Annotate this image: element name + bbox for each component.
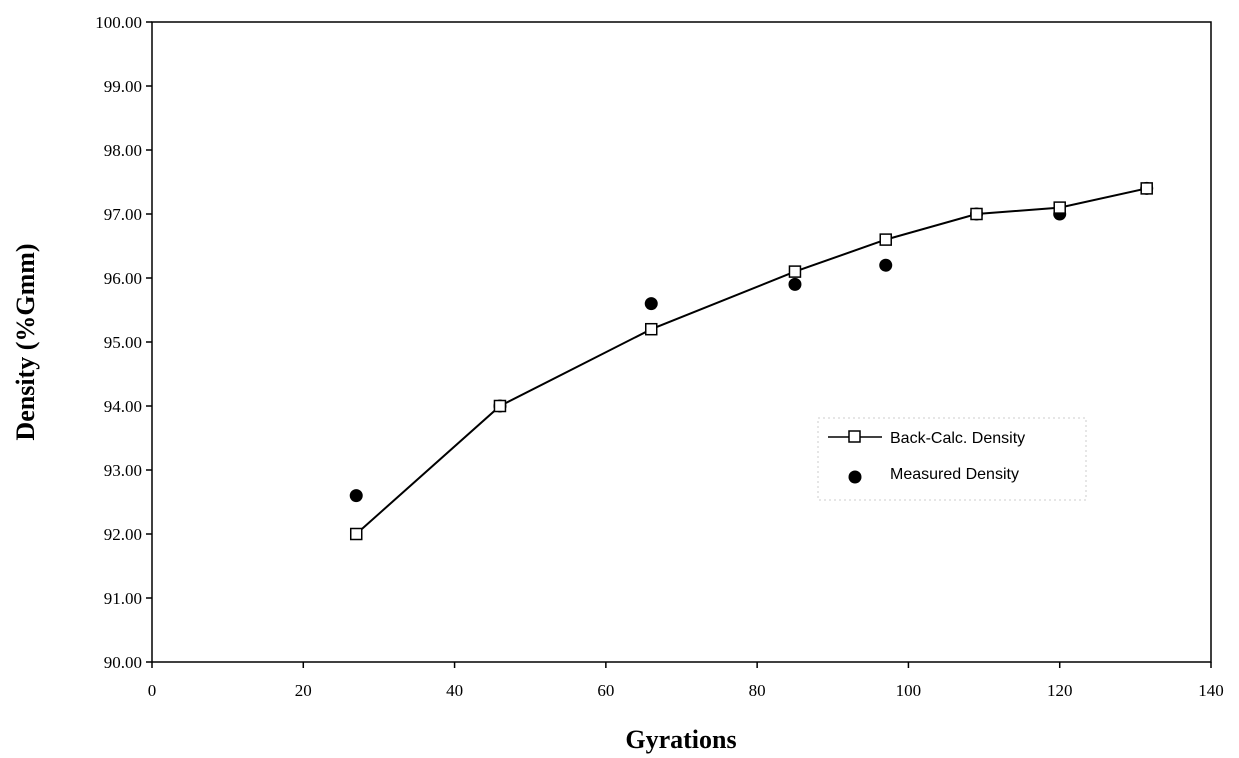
y-tick-label: 93.00 <box>104 461 142 480</box>
y-tick-label: 95.00 <box>104 333 142 352</box>
measured-density-point <box>788 277 802 291</box>
back-calc-density-point <box>970 207 983 221</box>
y-axis-ticks: 90.00 91.00 92.00 93.00 94.00 95.00 96.00 97.00… <box>95 13 152 672</box>
legend-box <box>817 417 1087 501</box>
y-tick-label: 90.00 <box>104 653 142 672</box>
x-tick-label: 40 <box>446 681 463 700</box>
legend-measured-label: Measured Density <box>890 466 1019 483</box>
y-axis-title: Density (%Gmm) <box>11 243 40 440</box>
measured-density-point <box>879 258 893 272</box>
y-tick-label: 96.00 <box>104 269 142 288</box>
y-tick-label: 91.00 <box>104 589 142 608</box>
legend-back-calc-label: Back-Calc. Density <box>890 430 1025 447</box>
x-axis-title: Gyrations <box>625 725 736 754</box>
back-calc-density-line <box>355 187 1147 535</box>
x-tick-label: 100 <box>896 681 922 700</box>
back-calc-density-point <box>788 265 802 278</box>
back-calc-density-point <box>879 233 892 246</box>
x-tick-label: 80 <box>749 681 766 700</box>
legend-back-calc-marker <box>848 430 861 443</box>
y-tick-label: 97.00 <box>104 205 142 224</box>
measured-density-point <box>644 297 658 311</box>
y-tick-label: 100.00 <box>95 13 142 32</box>
x-axis-ticks: 0 20 40 60 80 100 120 140 <box>148 662 1224 700</box>
back-calc-density-point <box>493 399 507 413</box>
x-tick-label: 20 <box>295 681 312 700</box>
legend-measured-marker <box>848 470 862 484</box>
y-tick-label: 94.00 <box>104 397 142 416</box>
y-tick-label: 98.00 <box>104 141 142 160</box>
back-calc-density-point <box>1053 201 1066 214</box>
y-tick-label: 99.00 <box>104 77 142 96</box>
x-tick-label: 60 <box>597 681 614 700</box>
back-calc-density-point <box>1140 182 1153 195</box>
series-layer <box>349 181 1154 541</box>
legend: Back-Calc. Density Measured Density <box>817 417 1087 501</box>
x-tick-label: 0 <box>148 681 157 700</box>
plot-area <box>151 21 1212 663</box>
measured-density-point <box>349 489 363 503</box>
x-tick-label: 120 <box>1047 681 1073 700</box>
back-calc-density-point <box>349 527 363 541</box>
x-tick-label: 140 <box>1198 681 1224 700</box>
y-tick-label: 92.00 <box>104 525 142 544</box>
back-calc-density-point <box>644 322 658 336</box>
